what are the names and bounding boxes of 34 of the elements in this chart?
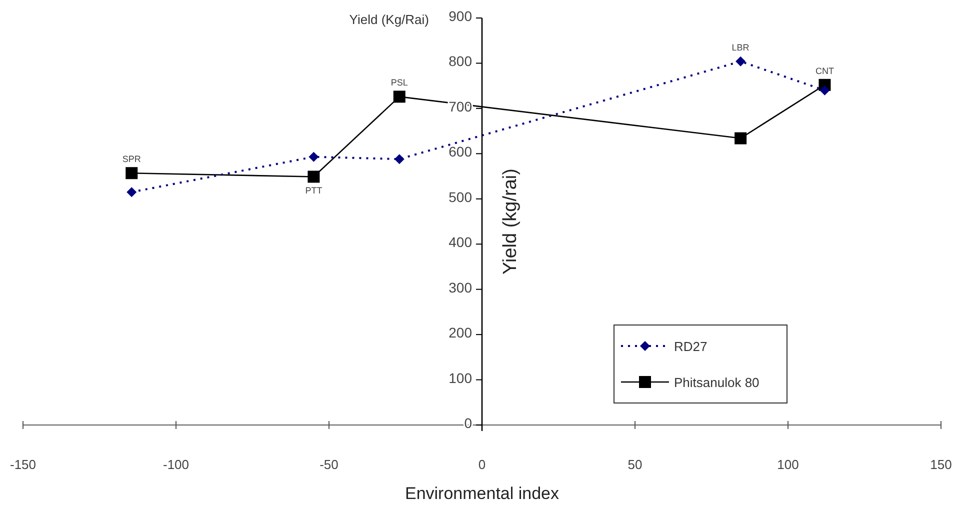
- y-tick-label: 500: [448, 188, 472, 205]
- x-tick-label: -150: [10, 457, 36, 472]
- point: [820, 85, 830, 96]
- x-tick-label: 100: [777, 457, 799, 472]
- x-axis-title: Environmental index: [404, 484, 560, 503]
- annotation: SPR: [122, 154, 142, 164]
- point: [126, 187, 137, 198]
- annotation: PTT: [305, 186, 323, 196]
- y-tick-label: 300: [448, 279, 472, 296]
- x-tick-label: 0: [478, 457, 486, 472]
- y-axis-title: Yield (kg/rai): [500, 168, 521, 274]
- point: [394, 154, 404, 164]
- x-tick-label: -50: [320, 457, 338, 472]
- annotation: CNT: [815, 66, 834, 76]
- legend-label: Phitsanulok 80: [674, 375, 760, 390]
- y-tick-label: 600: [448, 144, 472, 160]
- annotation: LBR: [732, 42, 750, 52]
- y-tick-label: 900: [448, 8, 472, 24]
- point: [734, 132, 747, 144]
- x-tick-label: -100: [162, 457, 190, 472]
- x-tick-label: 150: [930, 457, 952, 472]
- y-tick-label: 800: [448, 53, 472, 70]
- x-tick-label: 50: [628, 457, 642, 472]
- annotation: Yield (Kg/Rai): [349, 12, 429, 27]
- point: [126, 167, 138, 180]
- annotation: PSL: [390, 78, 408, 88]
- point: [308, 170, 320, 183]
- y-tick-label: 200: [448, 324, 472, 341]
- y-tick-label: 100: [448, 370, 472, 386]
- point: [308, 152, 319, 162]
- legend-label: RD27: [674, 339, 708, 354]
- point: [736, 56, 746, 66]
- point: [393, 90, 406, 103]
- y-tick-label: 400: [448, 234, 472, 250]
